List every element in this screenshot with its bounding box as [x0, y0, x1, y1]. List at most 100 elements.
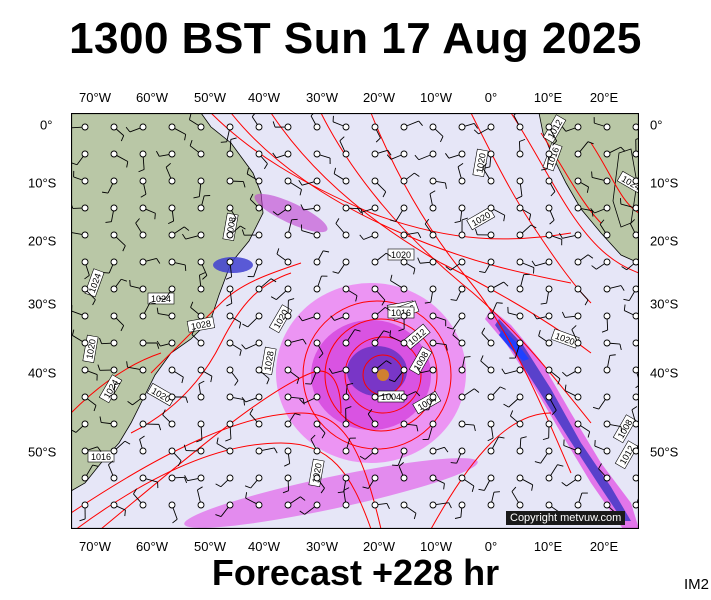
wind-station: [139, 393, 147, 401]
lon-label-bottom: 70°W: [79, 539, 111, 554]
wind-barb-shaft: [165, 167, 172, 179]
wind-barb-shaft: [514, 345, 520, 359]
wind-barb-feather: [417, 232, 422, 239]
wind-barb-feather: [156, 307, 159, 314]
wind-station: [487, 231, 495, 239]
wind-station: [313, 393, 321, 401]
wind-barb-shaft: [87, 446, 98, 451]
wind-barb-shaft: [550, 399, 557, 411]
wind-barb-feather: [542, 437, 549, 441]
wind-barb-shaft: [290, 182, 302, 190]
wind-barb-shaft: [145, 258, 157, 262]
wind-barb-shaft: [338, 264, 345, 274]
lon-label-top: 60°W: [136, 90, 168, 105]
wind-barb-feather: [599, 219, 605, 225]
wind-barb-feather: [196, 439, 203, 443]
wind-barb-feather: [333, 167, 337, 174]
wind-barb-shaft: [303, 397, 315, 404]
wind-station: [458, 312, 466, 320]
wind-barb-shaft: [580, 182, 589, 188]
wind-barb-feather: [184, 134, 187, 141]
wind-barb-feather: [356, 207, 362, 213]
wind-barb-shaft: [174, 371, 184, 378]
wind-barb-feather: [359, 234, 364, 240]
wind-barb-feather: [424, 301, 431, 304]
wind-barb-feather: [330, 315, 335, 321]
wind-barb-feather: [158, 424, 162, 431]
wind-station: [255, 366, 263, 374]
wind-station: [81, 339, 89, 347]
wind-station: [487, 204, 495, 212]
wind-barb-feather: [99, 337, 103, 344]
wind-station: [429, 447, 437, 455]
wind-station: [197, 231, 205, 239]
wind-station: [458, 231, 466, 239]
wind-barb-shaft: [87, 370, 98, 375]
wind-station: [545, 258, 553, 266]
wind-station: [603, 393, 611, 401]
wind-barb-shaft: [226, 129, 230, 142]
wind-station: [603, 312, 611, 320]
wind-barb-feather: [102, 191, 109, 194]
wind-station: [458, 150, 466, 158]
wind-barb-feather: [550, 191, 556, 197]
wind-station: [110, 258, 118, 266]
wind-barb-feather: [631, 406, 638, 411]
wind-barb-shaft: [115, 317, 124, 326]
wind-barb-feather: [276, 248, 280, 255]
lat-label-right: 20°S: [650, 233, 679, 249]
wind-barb-shaft: [289, 413, 296, 422]
wind-barb-feather: [571, 325, 577, 330]
svg-text:1020: 1020: [391, 250, 411, 260]
wind-station: [632, 501, 639, 509]
wind-station: [313, 339, 321, 347]
wind-station: [458, 501, 466, 509]
wind-station: [458, 339, 466, 347]
wind-barb-shaft: [435, 342, 447, 346]
wind-barb-feather: [234, 380, 239, 386]
wind-barb-shaft: [491, 492, 495, 503]
wind-barb-feather: [337, 491, 344, 494]
wind-barb-feather: [225, 438, 232, 442]
wind-barb-feather: [519, 138, 526, 142]
wind-station: [342, 501, 350, 509]
wind-barb-feather: [298, 315, 303, 322]
isobar-label: 1028: [260, 346, 277, 376]
wind-station: [371, 420, 379, 428]
wind-station: [545, 501, 553, 509]
lat-label-left: 20°S: [28, 233, 57, 249]
wind-barb-feather: [302, 338, 307, 345]
wind-barb-shaft: [303, 207, 315, 211]
wind-station: [603, 150, 611, 158]
wind-barb-feather: [72, 329, 75, 336]
wind-station: [342, 150, 350, 158]
wind-barb-shaft: [139, 439, 143, 449]
wind-station: [197, 447, 205, 455]
wind-station: [603, 123, 611, 131]
wind-station: [603, 204, 611, 212]
wind-station: [284, 366, 292, 374]
wind-barb-shaft: [594, 208, 605, 214]
wind-barb-shaft: [116, 505, 126, 511]
wind-barb-shaft: [245, 343, 257, 350]
wind-station: [545, 150, 553, 158]
wind-barb-feather: [587, 141, 594, 145]
wind-barb-feather: [133, 488, 137, 495]
wind-station: [516, 339, 524, 347]
wind-station: [400, 339, 408, 347]
wind-barb-feather: [360, 208, 363, 215]
wind-barb-feather: [398, 462, 404, 467]
wind-station: [632, 339, 639, 347]
wind-barb-feather: [413, 268, 416, 275]
wind-station: [139, 123, 147, 131]
wind-barb-feather: [385, 252, 392, 257]
wind-barb-shaft: [460, 507, 463, 518]
lon-label-bottom: 20°E: [589, 539, 619, 554]
wind-station: [545, 285, 553, 293]
wind-station: [603, 501, 611, 509]
wind-barb-feather: [538, 330, 541, 337]
wind-barb-feather: [367, 409, 373, 415]
wind-barb-feather: [450, 462, 457, 464]
lon-label-bottom: 50°W: [194, 539, 226, 554]
wind-station: [226, 447, 234, 455]
